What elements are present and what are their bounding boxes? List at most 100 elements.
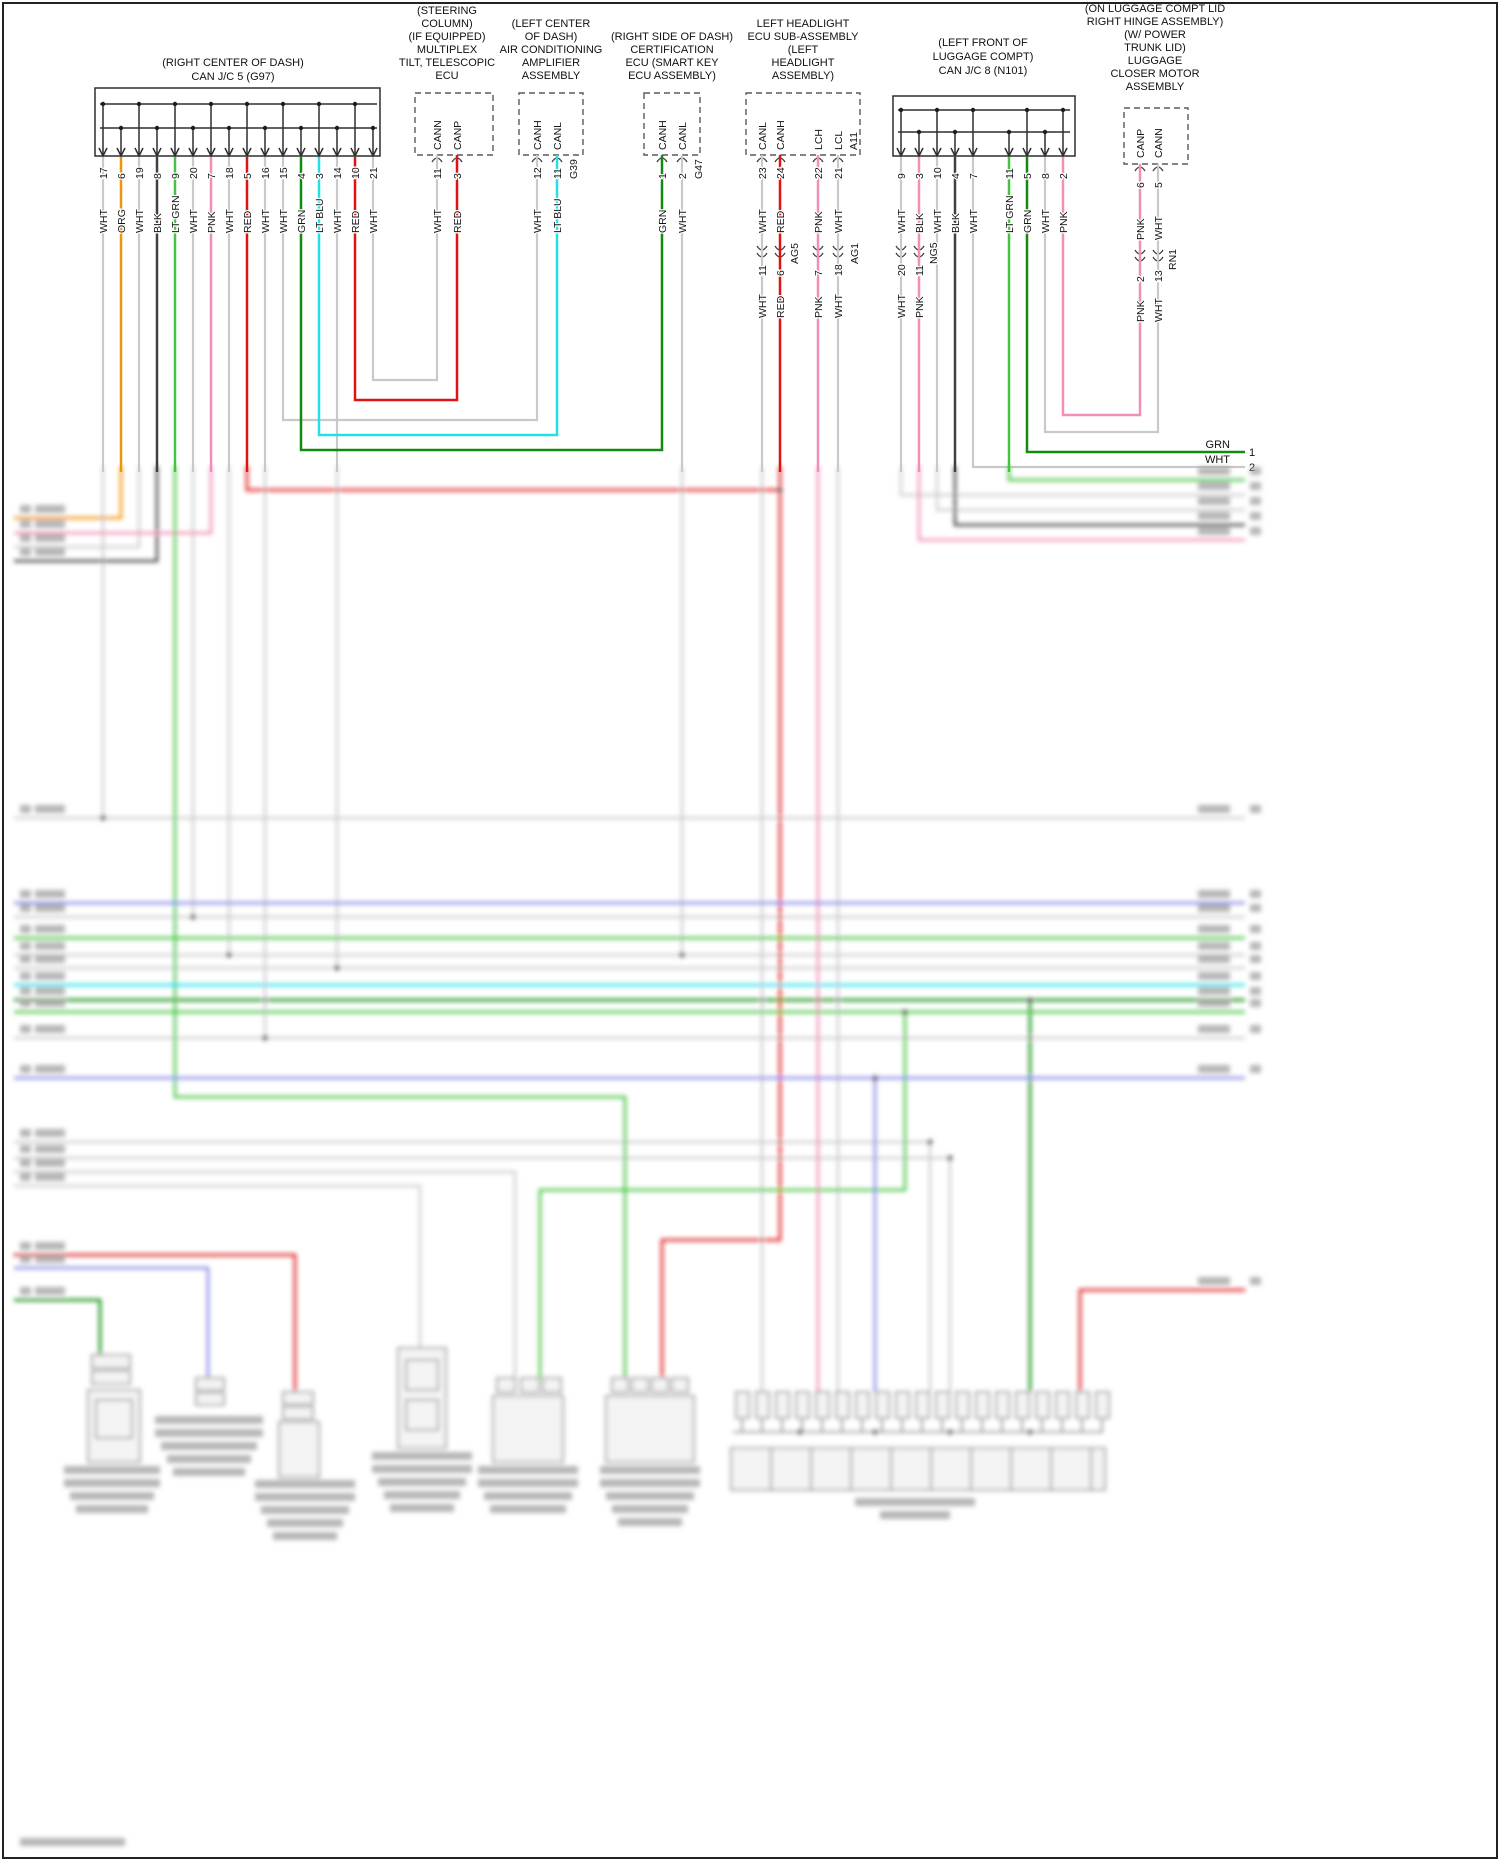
- luggage-wire-color: WHT: [1153, 216, 1165, 240]
- cert-labels: CANH CANL 1 2 G47 GRN WHT: [656, 119, 707, 234]
- jc5-pin-number: 17: [98, 167, 110, 179]
- jc5-wire-color: WHT: [332, 209, 344, 233]
- jc5-wire-color: RED: [350, 210, 362, 233]
- headlight-pin-number: 23: [757, 167, 769, 179]
- jc8-wire-color: BLK: [914, 213, 926, 233]
- luggage-inline-id: RN1: [1167, 249, 1179, 270]
- cert-title: ECU ASSEMBLY): [628, 70, 716, 82]
- ac-title: AMPLIFIER: [522, 57, 580, 69]
- luggage-title: (ON LUGGAGE COMPT LID: [1085, 3, 1225, 15]
- jc5-pin-number: 10: [350, 167, 362, 179]
- cert-pin-number: 2: [677, 173, 689, 179]
- cert-title: (RIGHT SIDE OF DASH): [611, 31, 733, 43]
- luggage-pin-name: CANN: [1153, 128, 1165, 158]
- headlight-pin-number: 21: [833, 167, 845, 179]
- headlight-inline-id: AG1: [849, 243, 861, 264]
- headlight-inline-pin: 11: [757, 265, 769, 276]
- cert-connector-id: G47: [693, 159, 705, 179]
- jc8-box: [892, 95, 1076, 158]
- luggage-title: (W/ POWER: [1124, 29, 1186, 41]
- steering-title: COLUMN): [421, 18, 472, 30]
- headlight-pin-name: LCL: [833, 131, 845, 150]
- jc8-title: CAN J/C 8 (N101): [939, 65, 1028, 77]
- component-captions-blurred: [20, 1416, 975, 1846]
- headlight-title: (LEFT: [788, 44, 819, 56]
- jc5-pin-number: 9: [170, 173, 182, 179]
- luggage-pin-name: CANP: [1135, 129, 1147, 158]
- headlight-connector-id: A11: [848, 132, 860, 150]
- jc5-pin-number: 3: [314, 173, 326, 179]
- headlight-title: ASSEMBLY): [772, 70, 834, 82]
- jc8-inline-pin: 11: [914, 265, 926, 276]
- steering-pin-number: 3: [452, 173, 464, 179]
- junction-dots-blurred: [100, 487, 1033, 1435]
- luggage-closer-motor-box: [1123, 107, 1189, 165]
- jc8-pin-number: 11: [1004, 168, 1016, 179]
- component-titles: (RIGHT CENTER OF DASH) CAN J/C 5 (G97) (…: [162, 3, 1225, 93]
- cert-title: CERTIFICATION: [630, 44, 713, 56]
- jc5-pin-number: 19: [134, 167, 146, 179]
- jc8-wire-color: GRN: [1022, 210, 1034, 233]
- jc5-pin-number: 4: [296, 173, 308, 179]
- headlight-title: ECU SUB-ASSEMBLY: [747, 31, 859, 43]
- cert-pin-name: CANL: [677, 122, 689, 150]
- headlight-labels: CANL CANH LCH LCL A11 23 24 22 21 WHT RE…: [756, 119, 863, 319]
- jc5-wire-color: WHT: [278, 209, 290, 233]
- jc5-wire-color: WHT: [224, 209, 236, 233]
- luggage-title: LUGGAGE: [1128, 55, 1182, 67]
- jc5-wire-color: LT BLU: [314, 198, 326, 233]
- steering-title: (IF EQUIPPED): [408, 31, 485, 43]
- jc8-wire-color: WHT: [1040, 209, 1052, 233]
- jc5-pin-number: 7: [206, 173, 218, 179]
- bottom-junction-strip-blurred: [730, 1391, 1110, 1491]
- steering-title: MULTIPLEX: [417, 44, 478, 56]
- jc5-wire-color: RED: [242, 210, 254, 233]
- jc5-wire-color: PNK: [206, 211, 218, 233]
- steering-wire-color: WHT: [432, 209, 444, 233]
- steering-pin-name: CANN: [432, 120, 444, 150]
- headlight-title: HEADLIGHT: [772, 57, 835, 69]
- jc5-pin-number: 5: [242, 173, 254, 179]
- jc5-title: (RIGHT CENTER OF DASH): [162, 57, 304, 69]
- headlight-wire-color: RED: [775, 210, 787, 233]
- ac-pin-number: 11: [552, 168, 564, 179]
- jc5-pin-number: 21: [368, 167, 380, 179]
- jc8-lower-color: PNK: [914, 296, 926, 318]
- wires-blurred: [14, 466, 1245, 1392]
- right-edge-labels-blurred: [1198, 467, 1261, 1285]
- luggage-wire-color: PNK: [1135, 218, 1147, 240]
- headlight-pin-number: 22: [813, 167, 825, 179]
- steering-title: TILT, TELESCOPIC: [399, 57, 495, 69]
- blurred-lower-diagram: [14, 466, 1261, 1846]
- jc5-wire-color: WHT: [368, 209, 380, 233]
- ac-wire-color: LT BLU: [552, 198, 564, 233]
- headlight-inline-pin: 18: [833, 264, 845, 276]
- ac-title: ASSEMBLY: [522, 70, 581, 82]
- jc8-pin-number: 9: [896, 173, 908, 179]
- steering-title: ECU: [435, 70, 458, 82]
- jc8-inline-pin: 20: [896, 264, 908, 276]
- ac-wire-color: WHT: [532, 209, 544, 233]
- jc8-wire-color: WHT: [896, 209, 908, 233]
- ac-pin-name: CANL: [552, 122, 564, 150]
- jc5-title: CAN J/C 5 (G97): [191, 71, 274, 83]
- wire-blk: [155, 157, 957, 472]
- headlight-ecu-box: [745, 92, 861, 156]
- jc5-pin-labels: 17 6 19 8 9 20 7 18 5 16 15 4 3 14 10 21…: [97, 166, 382, 234]
- jc5-pin-number: 15: [278, 167, 290, 179]
- wire-ltblu: [317, 155, 559, 437]
- steering-labels: CANN CANP 11 3 WHT RED: [431, 119, 466, 234]
- ac-title: AIR CONDITIONING: [500, 44, 603, 56]
- exit-number: 1: [1249, 447, 1255, 459]
- cert-wire-color: WHT: [677, 209, 689, 233]
- headlight-wire-color: WHT: [757, 209, 769, 233]
- jc5-wire-color: ORG: [116, 209, 128, 233]
- headlight-pin-name: CANH: [775, 120, 787, 150]
- headlight-lower-color: RED: [775, 295, 787, 318]
- luggage-title: TRUNK LID): [1124, 42, 1186, 54]
- headlight-inline-id: AG5: [789, 243, 801, 264]
- jc8-pin-number: 4: [950, 173, 962, 179]
- wire-grn: [299, 155, 1245, 454]
- luggage-lower-color: PNK: [1135, 300, 1147, 322]
- luggage-pin-number: 5: [1153, 182, 1165, 188]
